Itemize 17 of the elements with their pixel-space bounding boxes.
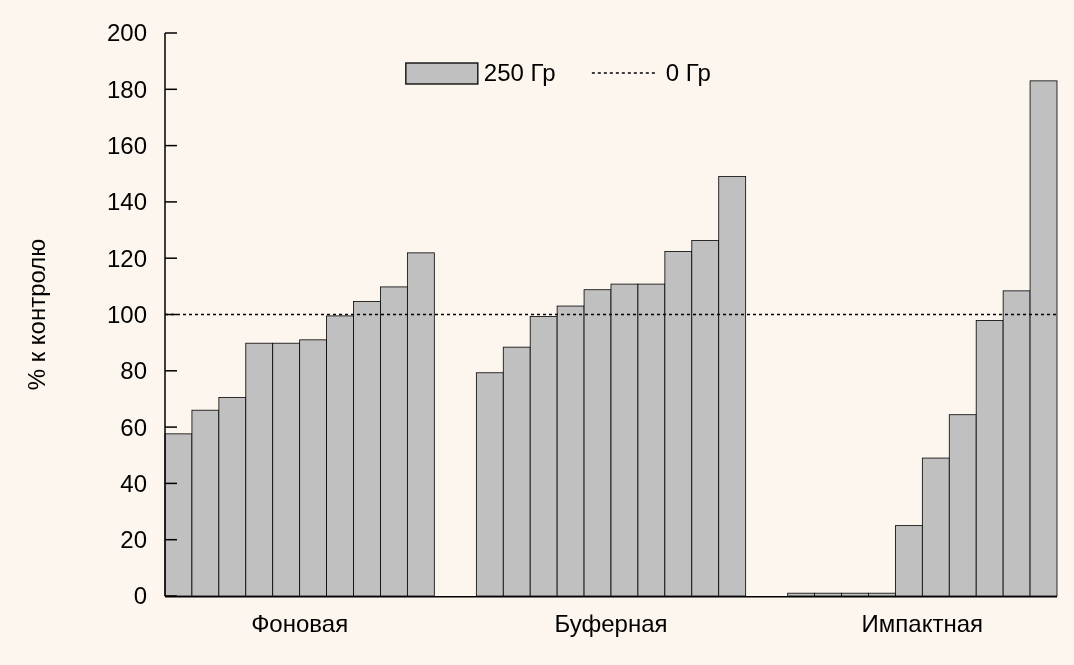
y-tick-label: 160 <box>106 132 147 159</box>
legend-label: 250 Гр <box>483 59 556 87</box>
x-tick-label: Фоновая <box>251 610 349 637</box>
y-tick-label: 80 <box>120 357 147 385</box>
y-tick-label: 40 <box>120 469 147 497</box>
y-tick-label: 180 <box>106 75 147 103</box>
x-tick-label: Буферная <box>554 610 668 637</box>
y-tick-label: 20 <box>120 526 147 554</box>
x-tick-label: Импактная <box>861 610 984 637</box>
y-tick-label: 100 <box>106 300 147 328</box>
y-tick-label: 60 <box>120 413 147 441</box>
y-tick-label: 120 <box>106 244 147 272</box>
y-tick-label: 0 <box>133 582 147 610</box>
y-tick-label: 200 <box>106 19 147 47</box>
legend-label: 0 Гр <box>665 59 711 87</box>
y-tick-label: 140 <box>106 188 147 216</box>
y-axis-title: % к контролю <box>23 238 50 391</box>
